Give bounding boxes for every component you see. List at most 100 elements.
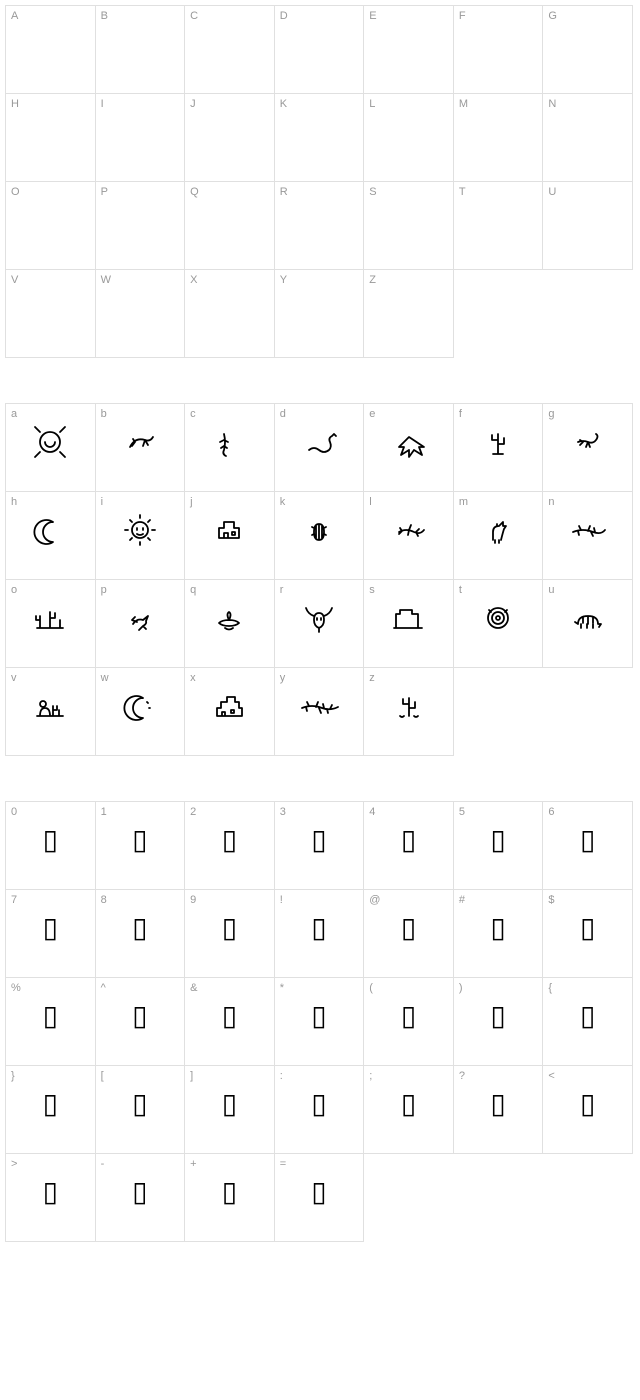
- glyph-cell[interactable]: T: [454, 182, 544, 270]
- glyph-cell[interactable]: (▯: [364, 978, 454, 1066]
- coyote-icon: [473, 510, 523, 550]
- glyph-cell[interactable]: U: [543, 182, 633, 270]
- glyph-cell[interactable]: X: [185, 270, 275, 358]
- glyph-cell[interactable]: L: [364, 94, 454, 182]
- glyph-cell[interactable]: =▯: [275, 1154, 365, 1242]
- glyph-cell[interactable]: P: [96, 182, 186, 270]
- glyph-cell[interactable]: R: [275, 182, 365, 270]
- glyph-cell[interactable]: S: [364, 182, 454, 270]
- glyph-cell[interactable]: 0▯: [6, 802, 96, 890]
- glyph-cell[interactable]: h: [6, 492, 96, 580]
- glyph-cell[interactable]: c: [185, 404, 275, 492]
- missing-glyph-icon: ▯: [43, 1002, 58, 1030]
- glyph-cell[interactable]: a: [6, 404, 96, 492]
- missing-glyph-icon: ▯: [132, 1002, 147, 1030]
- cell-glyph-container: [25, 510, 75, 550]
- glyph-cell[interactable]: 6▯: [543, 802, 633, 890]
- glyph-cell[interactable]: E: [364, 6, 454, 94]
- glyph-cell[interactable]: 2▯: [185, 802, 275, 890]
- glyph-cell[interactable]: F: [454, 6, 544, 94]
- cell-label: i: [101, 496, 103, 508]
- glyph-cell[interactable]: Y: [275, 270, 365, 358]
- glyph-cell[interactable]: r: [275, 580, 365, 668]
- glyph-cell[interactable]: f: [454, 404, 544, 492]
- glyph-cell[interactable]: N: [543, 94, 633, 182]
- glyph-cell[interactable]: e: [364, 404, 454, 492]
- glyph-cell[interactable]: D: [275, 6, 365, 94]
- glyph-cell[interactable]: b: [96, 404, 186, 492]
- glyph-cell[interactable]: l: [364, 492, 454, 580]
- glyph-cell[interactable]: 5▯: [454, 802, 544, 890]
- glyph-cell[interactable]: j: [185, 492, 275, 580]
- missing-glyph-icon: ▯: [580, 826, 595, 854]
- cell-glyph-container: [563, 510, 613, 550]
- glyph-cell[interactable]: W: [96, 270, 186, 358]
- glyph-cell[interactable]: J: [185, 94, 275, 182]
- glyph-cell[interactable]: n: [543, 492, 633, 580]
- glyph-cell[interactable]: +▯: [185, 1154, 275, 1242]
- glyph-cell[interactable]: 9▯: [185, 890, 275, 978]
- glyph-cell[interactable]: u: [543, 580, 633, 668]
- glyph-cell[interactable]: o: [6, 580, 96, 668]
- glyph-cell[interactable]: 3▯: [275, 802, 365, 890]
- cell-glyph-container: ▯: [25, 820, 75, 860]
- glyph-cell[interactable]: !▯: [275, 890, 365, 978]
- glyph-cell[interactable]: ^▯: [96, 978, 186, 1066]
- cell-label: P: [101, 186, 108, 198]
- glyph-cell[interactable]: 4▯: [364, 802, 454, 890]
- glyph-cell[interactable]: H: [6, 94, 96, 182]
- glyph-cell[interactable]: G: [543, 6, 633, 94]
- glyph-cell[interactable]: i: [96, 492, 186, 580]
- cell-label: ^: [101, 982, 106, 994]
- pueblo-2-icon: [204, 686, 254, 726]
- glyph-cell[interactable]: m: [454, 492, 544, 580]
- glyph-cell[interactable]: p: [96, 580, 186, 668]
- glyph-cell[interactable]: ;▯: [364, 1066, 454, 1154]
- cell-label: !: [280, 894, 283, 906]
- glyph-cell[interactable]: }▯: [6, 1066, 96, 1154]
- glyph-cell[interactable]: -▯: [96, 1154, 186, 1242]
- glyph-cell[interactable]: z: [364, 668, 454, 756]
- cell-glyph-container: [473, 112, 523, 152]
- glyph-cell[interactable]: ?▯: [454, 1066, 544, 1154]
- glyph-cell[interactable]: {▯: [543, 978, 633, 1066]
- glyph-cell[interactable]: d: [275, 404, 365, 492]
- glyph-cell[interactable]: :▯: [275, 1066, 365, 1154]
- glyph-cell[interactable]: O: [6, 182, 96, 270]
- cell-label: #: [459, 894, 465, 906]
- glyph-cell[interactable]: g: [543, 404, 633, 492]
- glyph-cell[interactable]: 1▯: [96, 802, 186, 890]
- glyph-cell[interactable]: q: [185, 580, 275, 668]
- glyph-cell[interactable]: $▯: [543, 890, 633, 978]
- missing-glyph-icon: ▯: [580, 1090, 595, 1118]
- glyph-cell[interactable]: Z: [364, 270, 454, 358]
- glyph-cell[interactable]: ]▯: [185, 1066, 275, 1154]
- glyph-cell[interactable]: #▯: [454, 890, 544, 978]
- glyph-cell[interactable]: w: [96, 668, 186, 756]
- glyph-cell[interactable]: M: [454, 94, 544, 182]
- glyph-cell[interactable]: <▯: [543, 1066, 633, 1154]
- glyph-cell[interactable]: K: [275, 94, 365, 182]
- glyph-cell[interactable]: V: [6, 270, 96, 358]
- glyph-cell[interactable]: %▯: [6, 978, 96, 1066]
- glyph-cell[interactable]: y: [275, 668, 365, 756]
- glyph-cell[interactable]: B: [96, 6, 186, 94]
- glyph-cell[interactable]: x: [185, 668, 275, 756]
- glyph-cell[interactable]: [▯: [96, 1066, 186, 1154]
- glyph-cell[interactable]: v: [6, 668, 96, 756]
- glyph-cell[interactable]: s: [364, 580, 454, 668]
- glyph-cell[interactable]: )▯: [454, 978, 544, 1066]
- glyph-cell[interactable]: *▯: [275, 978, 365, 1066]
- glyph-cell[interactable]: I: [96, 94, 186, 182]
- glyph-cell[interactable]: Q: [185, 182, 275, 270]
- glyph-cell[interactable]: >▯: [6, 1154, 96, 1242]
- glyph-cell[interactable]: 8▯: [96, 890, 186, 978]
- glyph-cell[interactable]: A: [6, 6, 96, 94]
- glyph-cell[interactable]: &▯: [185, 978, 275, 1066]
- glyph-cell[interactable]: @▯: [364, 890, 454, 978]
- glyph-cell[interactable]: 7▯: [6, 890, 96, 978]
- glyph-cell[interactable]: C: [185, 6, 275, 94]
- cell-label: q: [190, 584, 196, 596]
- glyph-cell[interactable]: k: [275, 492, 365, 580]
- glyph-cell[interactable]: t: [454, 580, 544, 668]
